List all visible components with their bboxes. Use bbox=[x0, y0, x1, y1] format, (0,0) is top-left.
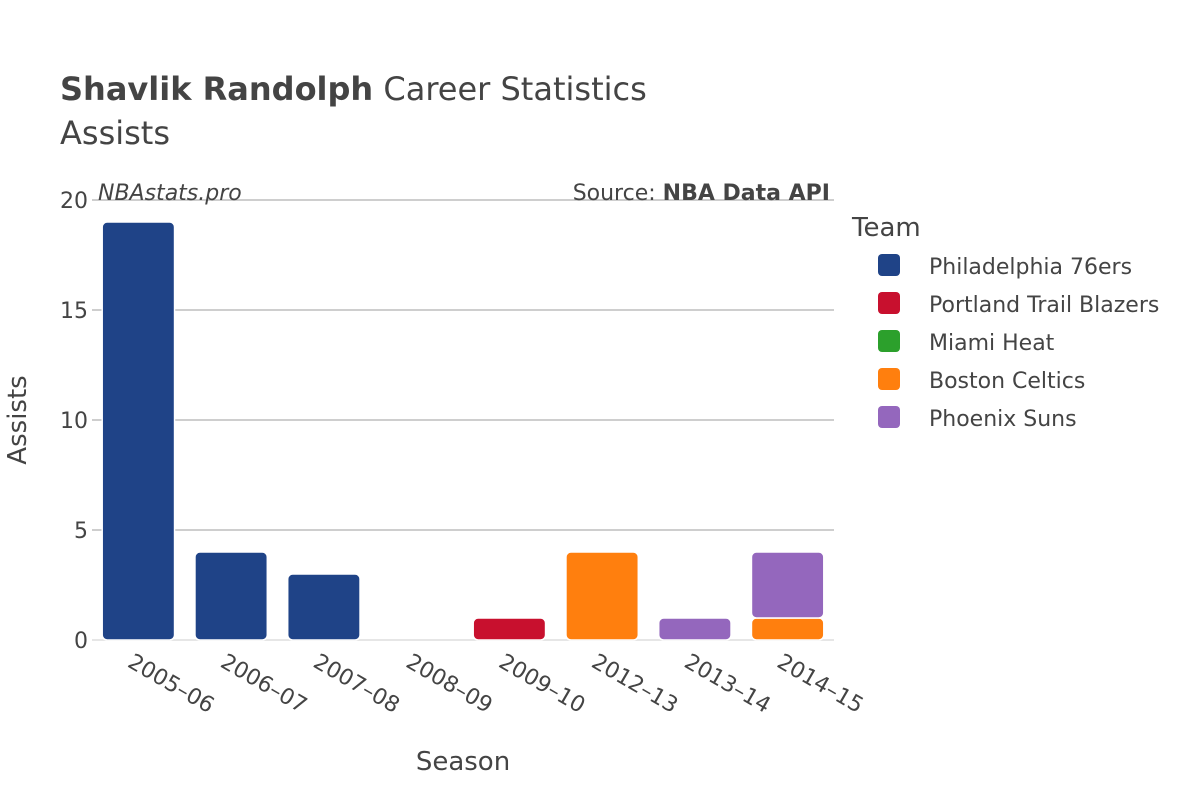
legend-label[interactable]: Philadelphia 76ers bbox=[929, 255, 1132, 280]
bar-2014–15-phoenix-suns[interactable] bbox=[750, 551, 825, 619]
legend-label[interactable]: Phoenix Suns bbox=[929, 407, 1077, 432]
y-tick-labels: 0 5 10 15 20 bbox=[60, 189, 88, 654]
chart-subtitle: Assists bbox=[60, 114, 170, 152]
legend-swatch-boston-celtics bbox=[878, 368, 900, 390]
y-axis-label: Assists bbox=[3, 375, 33, 464]
player-name: Shavlik Randolph bbox=[60, 70, 373, 108]
bar-2006–07-philadelphia-76ers[interactable] bbox=[194, 551, 269, 641]
x-tick-label: 2013–14 bbox=[680, 650, 775, 719]
bar-2009–10-portland-trail-blazers[interactable] bbox=[472, 617, 547, 641]
x-tick-label: 2007–08 bbox=[309, 650, 404, 719]
chart-title: Shavlik Randolph Career Statistics bbox=[60, 70, 647, 108]
y-tick-label: 20 bbox=[60, 189, 88, 214]
title-rest: Career Statistics bbox=[373, 70, 647, 108]
legend-label[interactable]: Boston Celtics bbox=[929, 369, 1085, 394]
legend-label[interactable]: Portland Trail Blazers bbox=[929, 293, 1159, 318]
x-tick-label: 2014–15 bbox=[773, 650, 868, 719]
legend-swatch-portland-trail-blazers bbox=[878, 292, 900, 314]
legend-swatch-phoenix-suns bbox=[878, 406, 900, 428]
bar-2005–06-philadelphia-76ers[interactable] bbox=[101, 221, 176, 641]
source-name: NBA Data API bbox=[663, 181, 830, 206]
y-tick-label: 5 bbox=[74, 519, 88, 544]
legend-swatch-miami-heat bbox=[878, 330, 900, 352]
x-tick-label: 2012–13 bbox=[587, 650, 682, 719]
y-tick-label: 0 bbox=[74, 629, 88, 654]
bar-2012–13-boston-celtics[interactable] bbox=[565, 551, 640, 641]
x-tick-labels: 2005–062006–072007–082008–092009–102012–… bbox=[123, 650, 867, 719]
x-tick-label: 2006–07 bbox=[216, 650, 311, 719]
legend-swatch-philadelphia-76ers bbox=[878, 254, 900, 276]
watermark: NBAstats.pro bbox=[98, 181, 242, 206]
legend-title: Team bbox=[851, 213, 921, 243]
x-tick-label: 2008–09 bbox=[402, 650, 497, 719]
bar-2014–15-boston-celtics[interactable] bbox=[750, 617, 825, 641]
legend: Philadelphia 76ers Portland Trail Blazers… bbox=[878, 254, 1159, 432]
bar-2013–14-phoenix-suns[interactable] bbox=[657, 617, 732, 641]
y-tick-label: 15 bbox=[60, 299, 88, 324]
bar-2007–08-philadelphia-76ers[interactable] bbox=[286, 573, 361, 641]
source-note: Source: NBA Data API bbox=[573, 181, 830, 206]
x-tick-label: 2009–10 bbox=[494, 650, 589, 719]
bars bbox=[101, 221, 825, 641]
legend-label[interactable]: Miami Heat bbox=[929, 331, 1055, 356]
x-axis-label: Season bbox=[416, 747, 510, 777]
source-prefix: Source: bbox=[573, 181, 663, 206]
y-tick-label: 10 bbox=[60, 409, 88, 434]
x-tick-label: 2005–06 bbox=[123, 650, 218, 719]
